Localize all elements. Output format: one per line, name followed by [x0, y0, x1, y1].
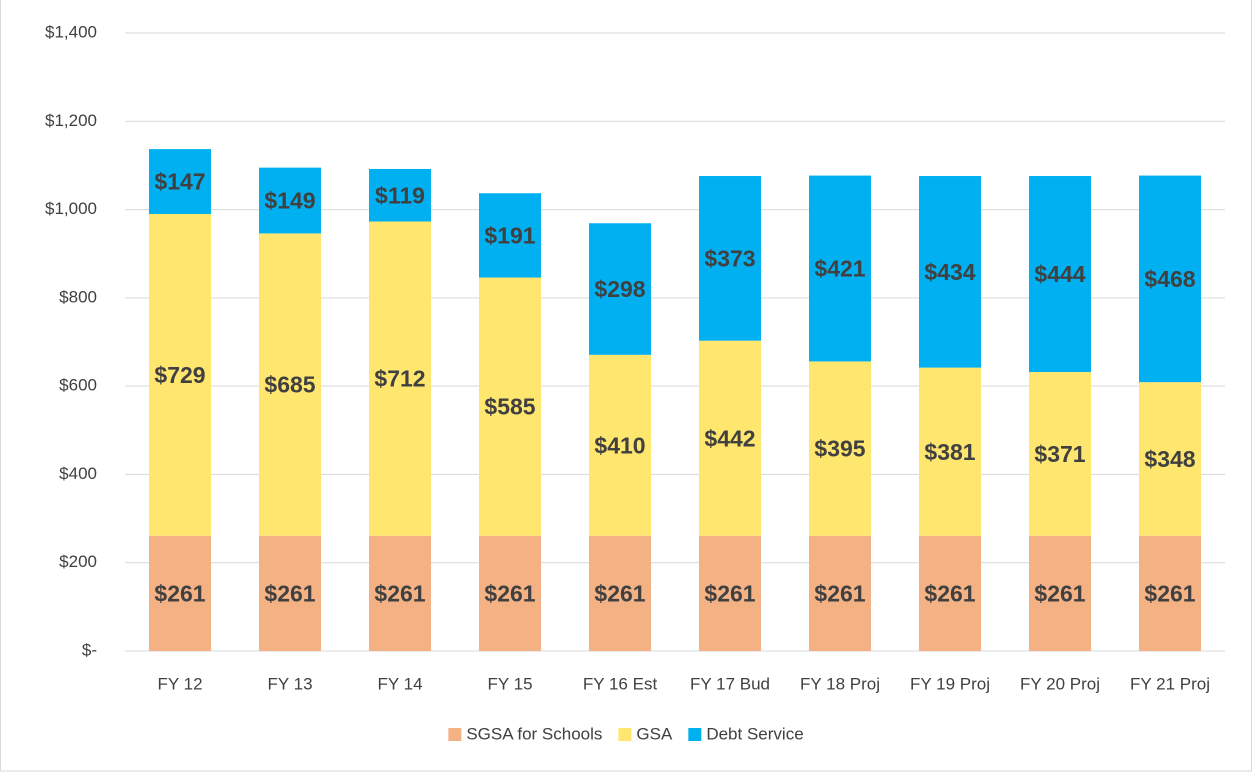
bar-segment — [369, 535, 431, 651]
legend-label: Debt Service — [706, 724, 803, 743]
legend-swatch — [618, 728, 632, 741]
x-tick-label: FY 15 — [487, 674, 532, 693]
bar-segment — [809, 175, 871, 362]
data-label: $261 — [814, 580, 865, 606]
data-label: $381 — [924, 439, 975, 465]
x-tick-label: FY 16 Est — [583, 674, 658, 693]
x-tick-label: FY 19 Proj — [910, 674, 990, 693]
legend-swatch — [448, 728, 462, 741]
bar-segment — [919, 367, 981, 536]
bar-segment — [589, 354, 651, 536]
bar-segment — [149, 213, 211, 536]
bar-segment — [1029, 372, 1091, 536]
y-tick-label: $800 — [59, 287, 97, 306]
bar-segment — [1029, 176, 1091, 373]
bar-segment — [369, 221, 431, 536]
data-label: $191 — [484, 222, 535, 248]
y-tick-label: $1,400 — [45, 22, 97, 41]
data-label: $585 — [484, 394, 535, 420]
bar-segment — [699, 535, 761, 651]
data-label: $371 — [1034, 441, 1085, 467]
data-label: $261 — [484, 580, 535, 606]
x-tick-label: FY 20 Proj — [1020, 674, 1100, 693]
legend-label: GSA — [636, 724, 673, 743]
data-label: $119 — [375, 182, 425, 208]
data-label: $348 — [1144, 446, 1195, 472]
data-label: $373 — [704, 245, 755, 271]
bar-segment — [1029, 535, 1091, 651]
data-label: $261 — [704, 580, 755, 606]
bar-segment — [259, 535, 321, 651]
bar-segment — [259, 233, 321, 536]
data-label: $261 — [264, 580, 315, 606]
data-label: $729 — [154, 362, 205, 388]
data-label: $261 — [374, 580, 425, 606]
data-label: $147 — [154, 169, 205, 195]
bar-segment — [699, 340, 761, 536]
bar-segment — [699, 176, 761, 341]
data-label: $261 — [594, 580, 645, 606]
y-tick-label: $200 — [59, 552, 97, 571]
bar-segment — [809, 535, 871, 651]
y-tick-label: $600 — [59, 376, 97, 395]
bar-segment — [809, 361, 871, 536]
data-label: $444 — [1034, 261, 1085, 287]
bar-segment — [369, 168, 431, 222]
x-tick-label: FY 21 Proj — [1130, 674, 1210, 693]
y-tick-label: $1,200 — [45, 111, 97, 130]
bar-segment — [479, 277, 541, 536]
data-label: $410 — [594, 432, 645, 458]
bar-segment — [149, 149, 211, 214]
data-label: $685 — [264, 372, 315, 398]
y-tick-label: $400 — [59, 464, 97, 483]
x-tick-label: FY 17 Bud — [690, 674, 770, 693]
legend-swatch — [688, 728, 702, 741]
bar-segment — [1139, 535, 1201, 651]
x-tick-label: FY 12 — [157, 674, 202, 693]
data-label: $468 — [1144, 266, 1195, 292]
bar-segment — [1139, 382, 1201, 536]
data-label: $442 — [704, 425, 755, 451]
data-label: $149 — [264, 188, 315, 214]
bar-segment — [919, 535, 981, 651]
data-label: $261 — [924, 580, 975, 606]
data-label: $395 — [814, 436, 865, 462]
data-label: $298 — [594, 276, 645, 302]
data-label: $261 — [1144, 580, 1195, 606]
data-label: $261 — [154, 580, 205, 606]
y-tick-label: $- — [82, 640, 97, 659]
data-label: $712 — [374, 366, 425, 392]
bar-segment — [919, 176, 981, 368]
data-label: $421 — [814, 256, 865, 282]
x-tick-label: FY 13 — [267, 674, 312, 693]
x-tick-label: FY 14 — [377, 674, 422, 693]
bar-segment — [1139, 175, 1201, 383]
bar-segment — [259, 167, 321, 234]
bar-segment — [589, 535, 651, 651]
y-tick-label: $1,000 — [45, 199, 97, 218]
bar-segment — [479, 193, 541, 278]
legend-label: SGSA for Schools — [466, 724, 602, 743]
x-tick-label: FY 18 Proj — [800, 674, 880, 693]
bar-segment — [479, 535, 541, 651]
data-label: $261 — [1034, 580, 1085, 606]
bar-segment — [589, 223, 651, 355]
bar-segment — [149, 535, 211, 651]
data-label: $434 — [924, 259, 975, 285]
